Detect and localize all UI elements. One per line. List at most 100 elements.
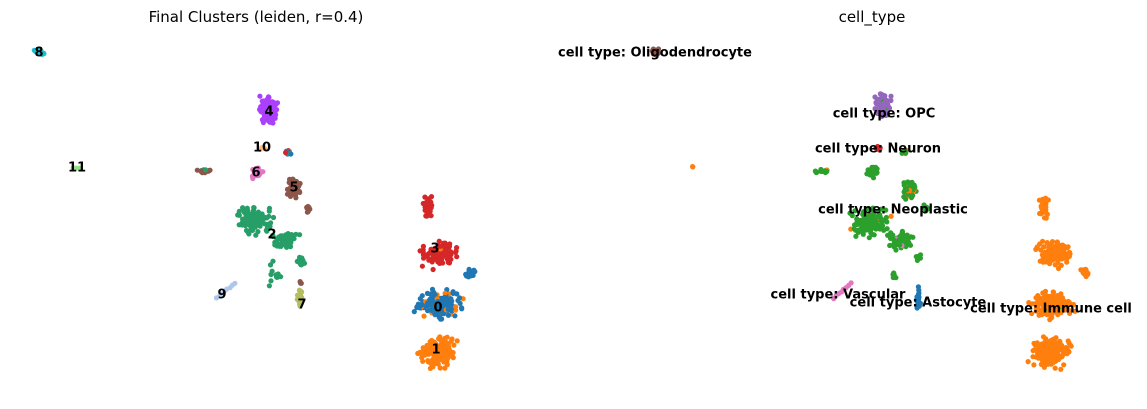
cluster-point-4 <box>272 107 278 113</box>
celltype-point-cell-type-neoplastic <box>910 192 916 199</box>
cluster-point-2 <box>249 217 255 223</box>
celltype-point-cell-type-immune-cell <box>1059 244 1065 251</box>
celltype-point-cell-type-neoplastic <box>911 182 917 188</box>
cluster-point-3 <box>453 248 459 254</box>
cluster-point-2 <box>241 209 247 215</box>
celltype-point-cell-type-immune-cell <box>1048 314 1054 320</box>
cluster-point-0 <box>442 301 448 307</box>
celltype-point-cell-type-immune-cell <box>1041 294 1047 300</box>
cluster-point-4 <box>264 104 270 110</box>
celltype-point-cell-type-immune-cell <box>1043 215 1049 221</box>
celltype-point-cell-type-neuron <box>876 146 882 152</box>
celltype-point-cell-type-immune-cell <box>1036 348 1042 354</box>
celltype-point-cell-type-immune-cell <box>1029 310 1035 317</box>
cluster-point-2 <box>250 208 257 214</box>
cluster-point-3 <box>426 209 432 215</box>
cluster-point-0 <box>425 300 431 306</box>
celltype-point-cell-type-immune-cell <box>1050 289 1057 295</box>
celltype-point-cell-type-neoplastic <box>866 171 872 177</box>
celltype-label-cell-type-oligodendrocyte: cell type: Oligodendrocyte <box>558 46 752 61</box>
cluster-point-0 <box>428 302 435 308</box>
celltype-point-cell-type-opc <box>875 110 881 116</box>
cluster-point-2 <box>274 274 280 280</box>
cluster-point-3 <box>283 150 289 156</box>
cluster-point-11 <box>76 165 82 171</box>
celltype-point-cell-type-immune-cell <box>1035 293 1041 299</box>
cluster-point-0 <box>416 305 422 311</box>
cluster-point-1 <box>433 341 439 347</box>
celltype-point-cell-type-oligodendrocyte <box>651 50 657 56</box>
celltype-point-cell-type-immune-cell <box>1045 255 1051 261</box>
cluster-point-1 <box>444 362 450 368</box>
celltype-point-cell-type-neoplastic <box>883 207 889 213</box>
celltype-point-cell-type-neoplastic <box>853 233 859 239</box>
cluster-point-1 <box>426 359 432 365</box>
celltype-label-cell-type-opc: cell type: OPC <box>833 107 936 122</box>
celltype-point-cell-type-neoplastic <box>878 206 884 212</box>
cluster-point-0 <box>432 312 438 318</box>
celltype-point-cell-type-immune-cell <box>1044 240 1050 246</box>
celltype-point-cell-type-immune-cell <box>1085 271 1091 278</box>
celltype-point-cell-type-neoplastic <box>870 175 877 181</box>
celltype-point-cell-type-neoplastic <box>868 230 874 236</box>
cluster-point-2 <box>259 217 265 223</box>
celltype-point-cell-type-immune-cell <box>690 164 696 170</box>
celltype-point-cell-type-immune-cell <box>1068 343 1074 349</box>
celltype-point-cell-type-immune-cell <box>1032 342 1038 348</box>
celltype-point-cell-type-opc <box>881 108 887 114</box>
celltype-point-cell-type-immune-cell <box>1061 255 1068 261</box>
cluster-point-0 <box>471 267 477 273</box>
celltype-point-cell-type-immune-cell <box>1051 337 1057 343</box>
cluster-point-3 <box>430 266 436 273</box>
cluster-point-2 <box>253 211 259 218</box>
celltype-point-cell-type-immune-cell <box>1036 297 1042 303</box>
cluster-label-0: 0 <box>433 301 442 316</box>
celltype-point-cell-type-neoplastic <box>910 234 916 240</box>
cluster-label-7: 7 <box>297 298 306 313</box>
cluster-point-0 <box>445 306 451 312</box>
celltype-point-cell-type-immune-cell <box>1054 242 1060 249</box>
celltype-point-cell-type-neoplastic <box>884 226 890 232</box>
cluster-point-4 <box>259 117 265 123</box>
cluster-point-6 <box>252 172 258 179</box>
cluster-point-4 <box>271 115 277 121</box>
celltype-point-cell-type-immune-cell <box>1065 348 1071 354</box>
celltype-point-cell-type-immune-cell <box>1052 299 1058 305</box>
celltype-point-cell-type-immune-cell <box>1061 362 1067 368</box>
celltype-point-cell-type-neoplastic <box>869 167 875 173</box>
celltype-point-cell-type-immune-cell <box>1025 359 1031 365</box>
cluster-point-2 <box>270 258 276 264</box>
celltype-point-cell-type-neoplastic <box>896 239 902 246</box>
celltype-point-cell-type-neoplastic <box>884 219 890 225</box>
cluster-point-0 <box>434 303 440 310</box>
cluster-label-2: 2 <box>267 228 276 243</box>
cluster-point-2 <box>246 228 252 234</box>
cluster-point-0 <box>448 296 454 302</box>
celltype-point-cell-type-immune-cell <box>1033 246 1039 252</box>
celltype-point-cell-type-immune-cell <box>1052 365 1058 371</box>
cluster-point-4 <box>257 106 263 113</box>
cluster-point-3 <box>434 250 440 256</box>
cluster-point-3 <box>419 263 425 269</box>
cluster-point-1 <box>421 313 427 319</box>
celltype-point-cell-type-neoplastic <box>861 212 868 218</box>
celltype-plot-title: cell_type <box>838 8 906 26</box>
celltype-point-cell-type-vascular <box>848 280 854 286</box>
celltype-point-cell-type-immune-cell <box>1040 238 1046 244</box>
cluster-points <box>31 47 478 371</box>
celltype-point-cell-type-immune-cell <box>1037 210 1043 217</box>
cluster-point-0 <box>445 312 451 318</box>
cluster-point-4 <box>263 109 269 115</box>
cluster-point-2 <box>253 232 259 238</box>
cluster-point-1 <box>419 353 425 359</box>
celltype-point-cell-type-immune-cell <box>1039 341 1045 347</box>
celltype-point-cell-type-opc <box>888 97 894 104</box>
cluster-point-7 <box>299 289 305 295</box>
celltype-point-cell-type-neoplastic <box>924 206 930 212</box>
celltype-point-cell-type-immune-cell <box>1034 304 1040 310</box>
celltype-point-cell-type-oligodendrocyte <box>655 46 662 52</box>
celltype-point-cell-type-immune-cell <box>1046 245 1052 251</box>
celltype-point-cell-type-neoplastic <box>902 147 908 153</box>
cluster-point-4 <box>257 93 263 99</box>
